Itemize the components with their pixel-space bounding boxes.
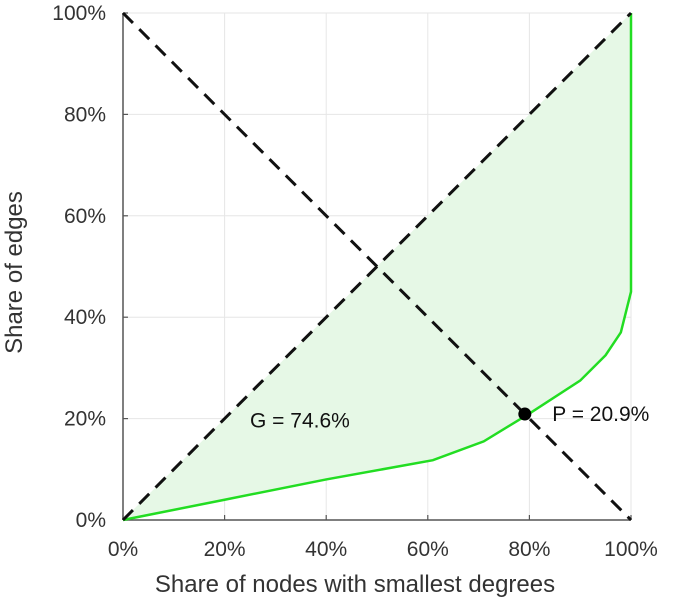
y-tick-label: 100% bbox=[52, 2, 106, 25]
axes bbox=[122, 12, 632, 521]
gini-annotation: G = 74.6% bbox=[250, 410, 350, 433]
x-tick-label: 60% bbox=[407, 538, 449, 561]
y-tick-label: 20% bbox=[64, 408, 106, 431]
intersection-point bbox=[518, 407, 532, 421]
x-tick-label: 0% bbox=[108, 538, 138, 561]
x-tick-label: 20% bbox=[204, 538, 246, 561]
x-tick-label: 40% bbox=[305, 538, 347, 561]
series-group bbox=[121, 11, 633, 522]
y-tick-label: 0% bbox=[76, 509, 106, 532]
y-tick-label: 40% bbox=[64, 306, 106, 329]
y-tick-label: 60% bbox=[64, 205, 106, 228]
tick-labels: 0% 20% 40% 60% 80% 100% 0% 20% 40% 60% 80% 100% bbox=[52, 2, 658, 561]
anti-diagonal bbox=[121, 11, 633, 522]
lorenz-curve bbox=[122, 13, 633, 522]
x-tick-label: 80% bbox=[508, 538, 550, 561]
point-annotation: P = 20.9% bbox=[552, 403, 649, 426]
x-axis-label: Share of nodes with smallest degrees bbox=[155, 571, 555, 598]
x-tick-label: 100% bbox=[604, 538, 658, 561]
y-tick-label: 80% bbox=[64, 103, 106, 126]
y-axis-label: Share of edges bbox=[1, 191, 28, 354]
